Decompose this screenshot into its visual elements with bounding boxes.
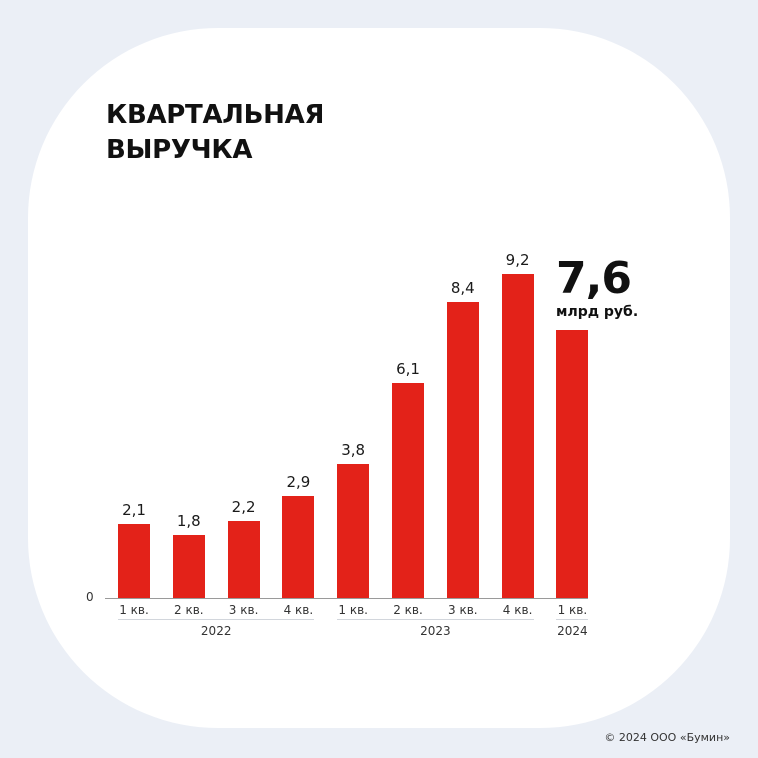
bar-value-label: 6,1 xyxy=(396,360,420,379)
highlight-value: 7,6 xyxy=(556,253,632,304)
year-group-separator xyxy=(556,619,589,620)
year-group-label: 2023 xyxy=(420,624,451,638)
bar-value-label: 2,9 xyxy=(286,472,311,491)
quarter-tick-label: 3 кв. xyxy=(228,603,259,617)
quarter-tick-label: 3 кв. xyxy=(448,603,478,617)
quarter-tick-label: 2 кв. xyxy=(174,603,204,617)
bar-value-label: 9,2 xyxy=(505,251,530,270)
chart-card xyxy=(28,28,730,728)
bar xyxy=(501,274,534,598)
quarter-tick-label: 2 кв. xyxy=(393,603,423,617)
quarter-tick-label: 1 кв. xyxy=(557,603,588,617)
chart-title-line-2: ВЫРУЧКА xyxy=(106,135,253,165)
bar xyxy=(172,534,205,598)
bar xyxy=(446,302,479,598)
bar xyxy=(118,524,150,598)
bar-value-label: 2,2 xyxy=(231,497,256,516)
year-group-label: 2022 xyxy=(200,624,232,638)
quarter-tick-label: 4 кв. xyxy=(283,603,314,617)
bar xyxy=(392,383,424,598)
bar-value-label: 3,8 xyxy=(341,441,366,460)
chart-title-line-1: КВАРТАЛЬНАЯ xyxy=(106,100,325,130)
y-axis-zero-label: 0 xyxy=(86,590,94,604)
quarter-tick-label: 4 кв. xyxy=(502,603,533,617)
quarter-tick-label: 1 кв. xyxy=(119,603,149,617)
year-group-separator xyxy=(337,619,534,620)
highlight-unit: млрд руб. xyxy=(556,304,639,320)
bar xyxy=(556,330,589,598)
highlight-callout: 7,6 млрд руб. xyxy=(556,253,639,321)
chart-title: КВАРТАЛЬНАЯ ВЫРУЧКА xyxy=(106,98,324,168)
year-group-label: 2024 xyxy=(557,624,588,638)
bar-value-label: 2,1 xyxy=(122,501,146,520)
year-group-separator xyxy=(118,619,315,620)
bar-value-label: 1,8 xyxy=(176,511,201,530)
bar xyxy=(227,520,260,598)
x-axis-baseline xyxy=(105,598,588,599)
bar xyxy=(282,495,315,598)
bar xyxy=(337,464,370,598)
quarter-tick-label: 1 кв. xyxy=(338,603,368,617)
bar-value-label: 8,4 xyxy=(450,279,475,298)
copyright-footer: © 2024 ООО «Бумин» xyxy=(604,731,730,744)
